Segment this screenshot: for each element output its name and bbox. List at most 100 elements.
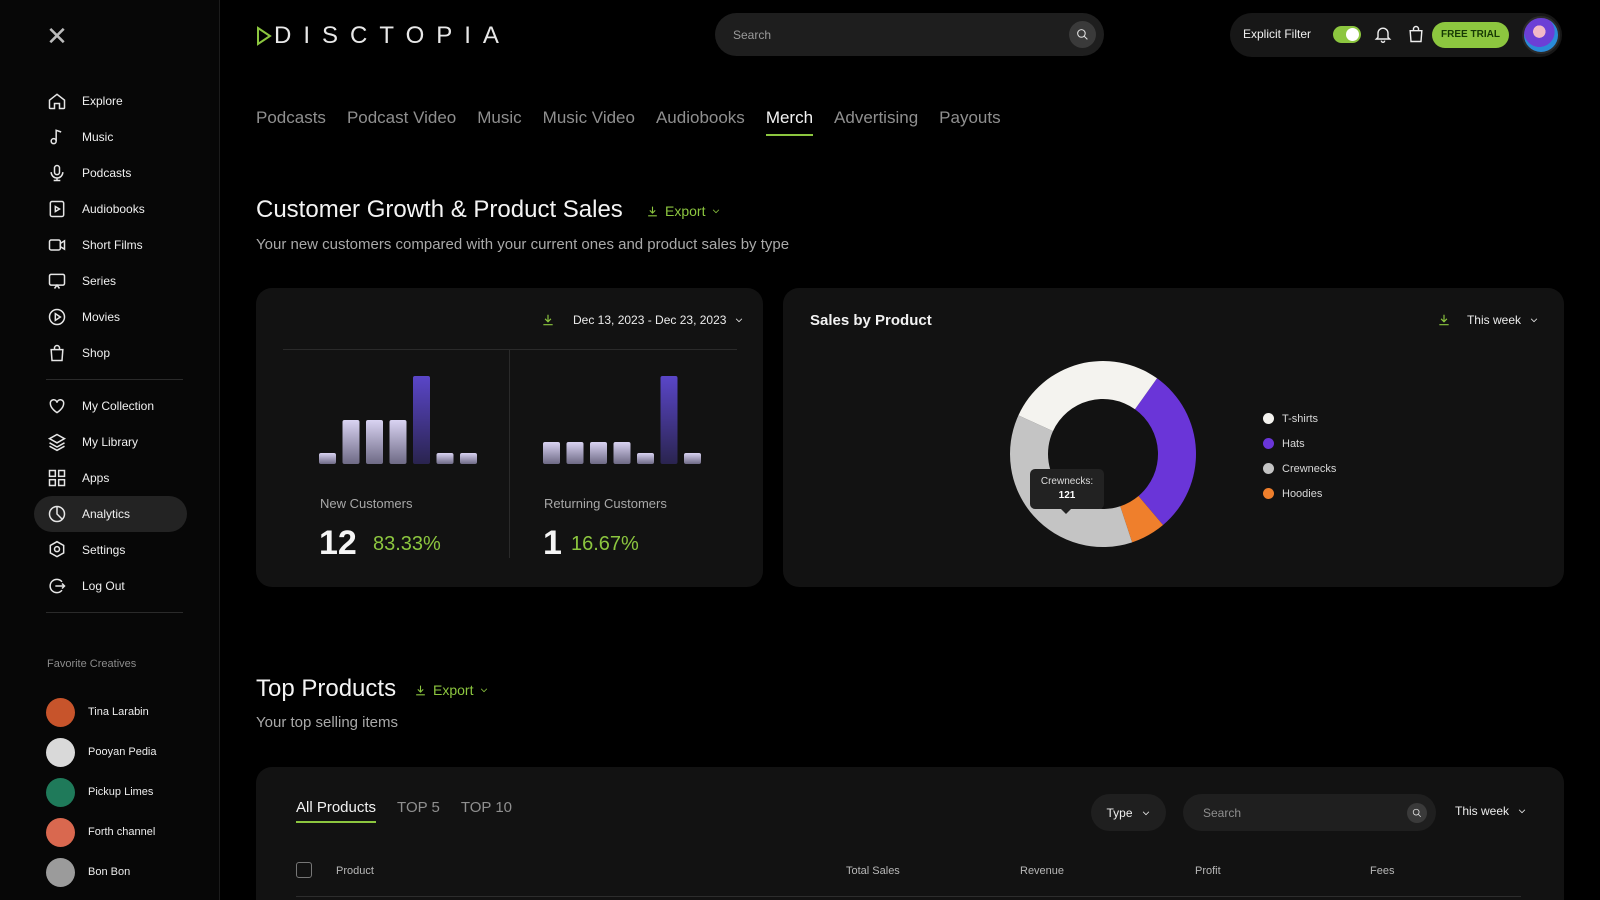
download-icon[interactable] bbox=[1437, 313, 1451, 327]
period-select[interactable]: This week bbox=[1455, 804, 1527, 818]
new-customers-percent: 83.33% bbox=[373, 533, 441, 555]
period-select[interactable]: This week bbox=[1437, 313, 1539, 327]
tab-top-5[interactable]: TOP 5 bbox=[397, 799, 440, 816]
favorite-creative[interactable]: Tina Larabin bbox=[46, 692, 157, 732]
sidebar-item-label: Apps bbox=[82, 471, 110, 485]
logout-icon bbox=[46, 575, 68, 597]
sidebar-item-label: Audiobooks bbox=[82, 202, 145, 216]
sidebar: ✕ Explore Music Podcasts Audiobooks Shor… bbox=[0, 0, 220, 900]
explicit-filter-label: Explicit Filter bbox=[1243, 27, 1312, 41]
search-input[interactable] bbox=[733, 13, 1033, 56]
type-filter-button[interactable]: Type bbox=[1091, 794, 1166, 831]
tooltip-label: Crewnecks: bbox=[1040, 476, 1094, 487]
shopping-bag-icon[interactable] bbox=[1406, 24, 1426, 44]
download-icon[interactable] bbox=[541, 313, 555, 327]
bar bbox=[566, 442, 584, 464]
bar bbox=[613, 442, 631, 464]
tab-podcasts[interactable]: Podcasts bbox=[256, 108, 326, 127]
tooltip-value: 121 bbox=[1058, 490, 1076, 501]
sidebar-item-my-library[interactable]: My Library bbox=[34, 424, 187, 460]
product-tabs: All Products TOP 5 TOP 10 bbox=[296, 799, 533, 823]
legend-label: T-shirts bbox=[1282, 412, 1319, 425]
search-input[interactable] bbox=[1203, 794, 1393, 831]
tab-payouts[interactable]: Payouts bbox=[939, 108, 1001, 127]
book-play-icon bbox=[46, 198, 68, 220]
tab-music-video[interactable]: Music Video bbox=[542, 108, 635, 127]
export-button[interactable]: Export bbox=[646, 203, 727, 219]
app-logo[interactable]: DISCTOPIA bbox=[256, 22, 511, 50]
column-header-total-sales[interactable]: Total Sales bbox=[846, 865, 900, 877]
section-title: Top Products bbox=[256, 675, 397, 702]
tab-music[interactable]: Music bbox=[477, 108, 522, 127]
sidebar-item-explore[interactable]: Explore bbox=[34, 83, 187, 119]
bell-icon[interactable] bbox=[1373, 24, 1393, 44]
sidebar-item-settings[interactable]: Settings bbox=[34, 532, 187, 568]
chevron-down-icon bbox=[1518, 809, 1526, 814]
avatar bbox=[46, 777, 75, 807]
tv-icon bbox=[46, 270, 68, 292]
sidebar-item-label: Movies bbox=[82, 310, 121, 324]
legend-swatch bbox=[1263, 488, 1274, 499]
tab-all-products[interactable]: All Products bbox=[296, 799, 377, 823]
sidebar-item-apps[interactable]: Apps bbox=[34, 460, 187, 496]
layers-icon bbox=[46, 431, 68, 453]
favorite-name: Tina Larabin bbox=[88, 706, 149, 718]
legend-item: Hoodies bbox=[1263, 481, 1336, 506]
pie-slice-hats[interactable] bbox=[1134, 378, 1196, 526]
favorite-name: Pooyan Pedia bbox=[88, 746, 157, 758]
favorite-creative[interactable]: Pooyan Pedia bbox=[46, 732, 157, 772]
favorite-creative[interactable]: Pickup Limes bbox=[46, 772, 157, 812]
sidebar-item-log-out[interactable]: Log Out bbox=[34, 568, 187, 604]
tab-merch[interactable]: Merch bbox=[765, 108, 814, 136]
sidebar-item-audiobooks[interactable]: Audiobooks bbox=[34, 191, 187, 227]
search-icon[interactable] bbox=[1407, 803, 1427, 823]
pie-slice-crewnecks[interactable] bbox=[1010, 415, 1133, 547]
favorite-creative[interactable]: Forth channel bbox=[46, 812, 157, 852]
chart-tooltip: Crewnecks: 121 bbox=[1030, 469, 1104, 514]
sidebar-item-label: Analytics bbox=[82, 507, 131, 521]
close-icon[interactable]: ✕ bbox=[46, 21, 68, 51]
avatar[interactable] bbox=[1522, 16, 1560, 54]
customer-growth-card: Dec 13, 2023 - Dec 23, 2023 New Customer… bbox=[256, 288, 763, 587]
sidebar-item-podcasts[interactable]: Podcasts bbox=[34, 155, 187, 191]
column-header-product[interactable]: Product bbox=[336, 865, 374, 877]
sidebar-item-label: My Library bbox=[82, 435, 139, 449]
favorites-title: Favorite Creatives bbox=[47, 658, 137, 670]
home-icon bbox=[46, 90, 68, 112]
export-button[interactable]: Export bbox=[414, 682, 495, 698]
sidebar-item-music[interactable]: Music bbox=[34, 119, 187, 155]
play-circle-icon bbox=[46, 306, 68, 328]
column-header-fees[interactable]: Fees bbox=[1370, 865, 1395, 877]
date-range-select[interactable]: Dec 13, 2023 - Dec 23, 2023 bbox=[541, 313, 744, 327]
tab-top-10[interactable]: TOP 10 bbox=[460, 799, 513, 816]
tab-advertising[interactable]: Advertising bbox=[834, 108, 919, 127]
products-search bbox=[1183, 794, 1436, 831]
returning-customers-label: Returning Customers bbox=[544, 496, 667, 511]
download-icon bbox=[416, 685, 425, 695]
new-customers-value: 12 bbox=[319, 524, 357, 562]
pie-slice-hoodies[interactable] bbox=[1120, 496, 1164, 543]
legend-label: Hoodies bbox=[1282, 487, 1323, 500]
sidebar-item-label: Series bbox=[82, 274, 117, 288]
sidebar-item-series[interactable]: Series bbox=[34, 263, 187, 299]
chevron-down-icon bbox=[481, 688, 488, 693]
tab-audiobooks[interactable]: Audiobooks bbox=[655, 108, 745, 127]
divider bbox=[509, 350, 510, 558]
sidebar-item-movies[interactable]: Movies bbox=[34, 299, 187, 335]
select-all-checkbox[interactable] bbox=[296, 862, 312, 878]
pie-slice-t-shirts[interactable] bbox=[1018, 361, 1158, 432]
column-header-revenue[interactable]: Revenue bbox=[1020, 865, 1065, 877]
column-header-profit[interactable]: Profit bbox=[1195, 865, 1221, 877]
sidebar-item-my-collection[interactable]: My Collection bbox=[34, 388, 187, 424]
sidebar-item-analytics[interactable]: Analytics bbox=[34, 496, 187, 532]
sidebar-item-short-films[interactable]: Short Films bbox=[34, 227, 187, 263]
free-trial-button[interactable]: FREE TRIAL bbox=[1432, 22, 1509, 48]
sidebar-item-shop[interactable]: Shop bbox=[34, 335, 187, 371]
search-icon[interactable] bbox=[1069, 21, 1096, 48]
tab-podcast-video[interactable]: Podcast Video bbox=[346, 108, 457, 127]
section-subtitle: Your top selling items bbox=[256, 714, 399, 731]
favorite-creative[interactable]: Bon Bon bbox=[46, 852, 157, 892]
explicit-filter-toggle[interactable] bbox=[1333, 26, 1361, 43]
legend-item: Hats bbox=[1263, 431, 1336, 456]
sidebar-item-label: Settings bbox=[82, 543, 126, 557]
